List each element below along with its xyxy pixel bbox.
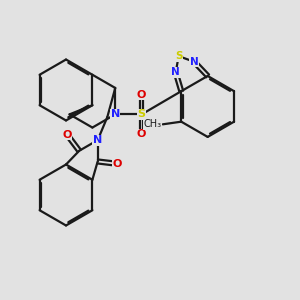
Text: N: N [111,110,120,119]
Text: CH₃: CH₃ [143,119,161,129]
Text: S: S [175,51,182,61]
Text: N: N [190,57,199,67]
Text: N: N [93,135,102,145]
Text: S: S [138,110,146,119]
Text: O: O [62,130,72,140]
Text: N: N [171,68,180,77]
Text: O: O [113,159,122,169]
Text: O: O [137,90,146,100]
Text: O: O [137,129,146,139]
